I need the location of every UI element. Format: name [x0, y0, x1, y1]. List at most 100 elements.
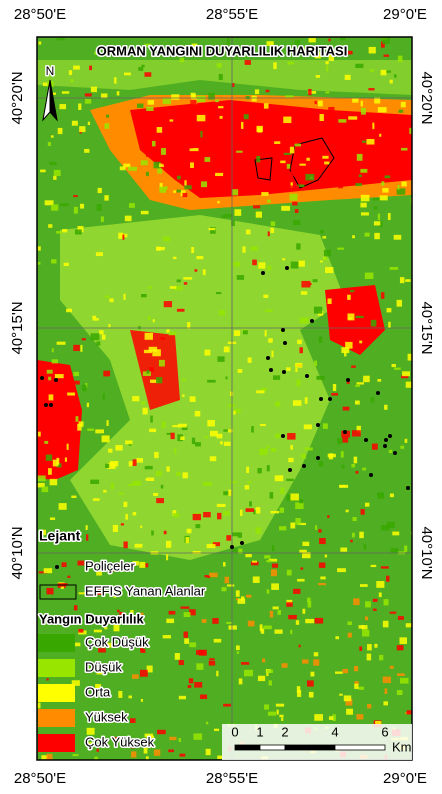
policy-point	[49, 403, 53, 407]
raster-cell	[195, 524, 201, 529]
raster-cell	[141, 401, 146, 405]
raster-cell	[140, 698, 144, 702]
raster-cell	[182, 394, 185, 397]
raster-cell	[299, 549, 307, 553]
raster-cell	[241, 121, 244, 129]
raster-cell	[194, 269, 198, 272]
raster-cell	[142, 407, 148, 415]
raster-cell	[145, 756, 149, 760]
raster-cell	[188, 143, 193, 149]
raster-cell	[190, 99, 197, 107]
raster-cell	[355, 183, 362, 187]
raster-cell	[37, 246, 41, 251]
raster-cell	[179, 753, 186, 757]
raster-cell	[383, 54, 389, 57]
raster-cell	[259, 424, 266, 427]
raster-cell	[354, 681, 359, 686]
raster-cell	[56, 463, 62, 468]
raster-cell	[37, 262, 41, 265]
raster-cell	[369, 69, 375, 72]
raster-cell	[38, 431, 41, 437]
lat-label: 40°10'N	[9, 526, 26, 579]
burned-area	[289, 137, 335, 189]
raster-cell	[400, 445, 405, 449]
raster-cell	[156, 377, 163, 384]
raster-cell	[274, 141, 281, 144]
raster-cell	[269, 610, 274, 618]
raster-cell	[206, 543, 216, 549]
raster-cell	[332, 714, 336, 722]
raster-cell	[119, 612, 124, 615]
raster-cell	[184, 638, 190, 644]
raster-cell	[303, 46, 307, 51]
raster-cell	[191, 437, 196, 445]
raster-cell	[217, 512, 222, 520]
raster-very-high-zone	[37, 360, 82, 480]
raster-cell	[279, 526, 287, 531]
raster-cell	[114, 77, 117, 84]
legend-swatch	[38, 659, 75, 677]
raster-cell	[295, 362, 303, 368]
raster-cell	[223, 429, 231, 432]
raster-cell	[105, 463, 110, 468]
raster-cell	[209, 658, 215, 661]
raster-cell	[276, 709, 279, 715]
raster-cell	[186, 528, 192, 534]
raster-cell	[67, 575, 71, 578]
raster-cell	[342, 668, 349, 674]
raster-cell	[242, 330, 248, 335]
raster-cell	[337, 568, 346, 573]
raster-cell	[140, 648, 144, 651]
scale-segment	[234, 744, 261, 751]
raster-cell	[389, 611, 397, 614]
raster-cell	[275, 433, 281, 439]
raster-cell	[59, 203, 69, 207]
raster-texture	[37, 37, 412, 760]
raster-cell	[297, 578, 305, 582]
raster-cell	[362, 629, 370, 637]
raster-cell	[130, 743, 135, 749]
raster-cell	[324, 161, 330, 165]
raster-cell	[286, 171, 295, 177]
raster-cell	[92, 318, 99, 321]
raster-cell	[194, 681, 203, 688]
lat-label: 40°20'N	[418, 71, 435, 124]
raster-cell	[68, 70, 73, 76]
lat-label: 40°20'N	[9, 71, 26, 124]
raster-cell	[399, 677, 409, 684]
raster-cell	[328, 38, 331, 42]
raster-cell	[339, 485, 346, 488]
raster-cell	[152, 349, 161, 357]
raster-cell	[286, 367, 291, 371]
raster-cell	[374, 97, 381, 104]
raster-cell	[360, 202, 367, 208]
raster-cell	[82, 384, 87, 392]
raster-cell	[219, 115, 223, 119]
raster-cell	[42, 616, 47, 623]
raster-cell	[385, 70, 391, 73]
raster-cell	[290, 522, 296, 529]
raster-cell	[166, 618, 175, 624]
raster-cell	[113, 591, 117, 598]
raster-cell	[233, 410, 236, 415]
raster	[37, 37, 412, 760]
raster-cell	[178, 660, 184, 666]
raster-cell	[342, 436, 349, 443]
raster-cell	[314, 525, 318, 531]
raster-cell	[274, 475, 284, 482]
raster-cell	[258, 262, 266, 269]
raster-cell	[53, 169, 61, 177]
policy-point	[261, 271, 265, 275]
raster-cell	[372, 198, 381, 201]
policy-point	[346, 378, 350, 382]
raster-cell	[399, 277, 405, 284]
raster-cell	[201, 619, 207, 623]
raster-cell	[254, 89, 260, 95]
legend-area-symbol	[39, 584, 77, 600]
raster-cell	[75, 416, 79, 422]
raster-cell	[319, 538, 326, 545]
raster-cell	[290, 261, 299, 269]
raster-cell	[271, 350, 274, 358]
raster-cell	[158, 359, 165, 367]
raster-cell	[302, 608, 306, 614]
